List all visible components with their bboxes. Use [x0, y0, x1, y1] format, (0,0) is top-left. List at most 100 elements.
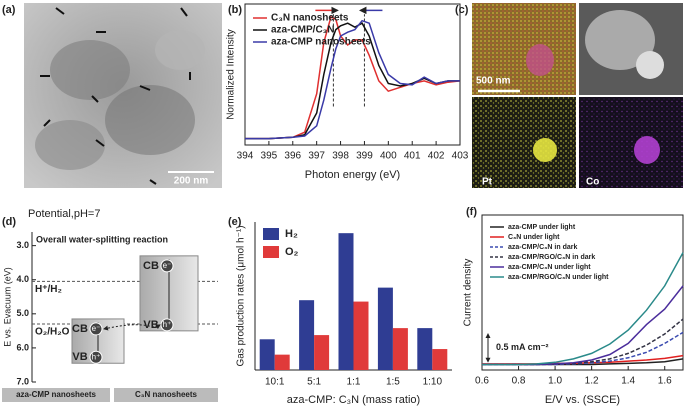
x-axis-label: E/V vs. (SSCE): [545, 394, 620, 406]
x-tick-label: 5:1: [307, 377, 321, 388]
legend-label: H₂: [285, 228, 298, 240]
arrows: [40, 7, 191, 185]
plot-frame: [244, 3, 461, 146]
legend-label: aza-CMP/RGO/C₃N under light: [508, 274, 609, 281]
y-tick-label: 3.0: [16, 240, 29, 250]
x-tick-label: 1.6: [658, 376, 672, 387]
arrow: [43, 119, 51, 127]
panel-label: (b): [228, 4, 242, 16]
map-label: Co: [586, 177, 599, 188]
x-tick-label: 398: [332, 151, 349, 162]
x-tick-label: 395: [261, 151, 278, 162]
co-region: [634, 136, 660, 164]
y-tick-label: 4.0: [16, 274, 29, 284]
particle: [155, 30, 205, 70]
map-label: Pt: [482, 177, 493, 188]
map-co: [579, 97, 683, 188]
arrow: [149, 179, 157, 185]
band-name: aza-CMP nanosheets: [16, 390, 96, 399]
x-axis-label: Photon energy (eV): [305, 169, 400, 181]
legend-label: C₃N nanosheets: [271, 13, 349, 24]
series-line: [482, 252, 684, 366]
bar: [338, 233, 354, 370]
arrow: [180, 7, 188, 17]
carrier: [160, 318, 174, 332]
y-tick-label: 7.0: [16, 376, 29, 386]
map-pt: [472, 97, 576, 188]
x-tick-label: 394: [237, 151, 254, 162]
arrow: [139, 85, 151, 91]
x-tick-label: 1.0: [548, 376, 562, 387]
arrow: [95, 139, 105, 147]
bar: [259, 339, 275, 370]
plot-frame: [481, 214, 684, 371]
panel-label: (e): [228, 216, 242, 228]
x-tick-label: 0.6: [475, 376, 489, 387]
x-tick-label: 1.4: [621, 376, 635, 387]
panel-label: (d): [2, 216, 16, 228]
tem-image: 200 nm: [24, 3, 222, 188]
scale-label: 500 nm: [476, 76, 511, 87]
legend-label: aza-CMP/C₃N: [271, 25, 335, 36]
legend-label: aza-CMP/C₃N in dark: [508, 244, 577, 251]
panel-label: (c): [455, 4, 469, 16]
co-region: [526, 44, 554, 76]
cb-label: CB: [143, 260, 159, 272]
bar: [417, 328, 433, 370]
x-tick-label: 403: [452, 151, 469, 162]
pt-region: [533, 138, 557, 162]
y-axis-label: Current density: [463, 259, 474, 327]
bar: [353, 301, 369, 370]
hole-label: h⁺: [92, 352, 101, 361]
y-axis-label: Gas production rates (μmol h⁻¹): [236, 225, 247, 366]
level-label: O₂/H₂O: [35, 327, 70, 338]
x-tick-label: 0.8: [512, 376, 526, 387]
bar: [392, 328, 408, 370]
x-tick-label: 400: [380, 151, 397, 162]
eds-maps: 500 nm Pt Co: [472, 3, 683, 188]
band-name-box: [114, 388, 218, 402]
map-overlay: [472, 3, 576, 95]
y-tick-label: 6.0: [16, 342, 29, 352]
x-tick-label: 402: [428, 151, 445, 162]
bar: [274, 354, 290, 370]
band-name-box: [2, 388, 110, 402]
scale-label: 200 nm: [174, 176, 209, 187]
band-name: C₃N nanosheets: [135, 390, 197, 399]
particle: [50, 40, 130, 100]
bar: [432, 349, 448, 370]
legend-label: aza-CMP under light: [508, 224, 576, 231]
legend-label: aza-CMP/C₃N under light: [508, 264, 591, 271]
legend-label: aza-CMP/RGO/C₃N in dark: [508, 254, 595, 261]
y-axis-label: Normalized Intensity: [226, 29, 237, 120]
legend-label: O₂: [285, 246, 299, 258]
legend-label: C₃N under light: [508, 234, 560, 241]
x-tick-label: 397: [308, 151, 325, 162]
x-tick-label: 1.2: [585, 376, 599, 387]
arrow: [55, 7, 65, 15]
cb-label: CB: [72, 323, 88, 335]
arrow: [91, 95, 99, 103]
legend-swatch: [263, 228, 279, 240]
x-tick-label: 1:1: [347, 377, 361, 388]
x-tick-label: 1:10: [423, 377, 443, 388]
series-line: [245, 19, 460, 140]
level-label: H⁺/H₂: [35, 284, 62, 295]
series-line: [245, 15, 461, 140]
x-tick-label: 399: [356, 151, 373, 162]
electron-label: e⁻: [163, 261, 172, 270]
scale-label: 0.5 mA cm⁻²: [496, 342, 548, 352]
hole-label: h⁺: [163, 320, 172, 329]
x-tick-label: 10:1: [265, 377, 285, 388]
panel-label: (a): [2, 4, 16, 16]
particle: [35, 120, 105, 170]
y-axis-label: E vs. Evacuum (eV): [2, 267, 12, 347]
bar: [377, 287, 393, 370]
y-tick-label: 5.0: [16, 308, 29, 318]
legend-label: aza-CMP nanosheets: [271, 37, 371, 48]
legend-swatch: [263, 246, 279, 258]
carrier: [160, 259, 174, 273]
x-axis-label: aza-CMP: C₃N (mass ratio): [287, 394, 420, 406]
panel-label: (f): [466, 206, 477, 218]
